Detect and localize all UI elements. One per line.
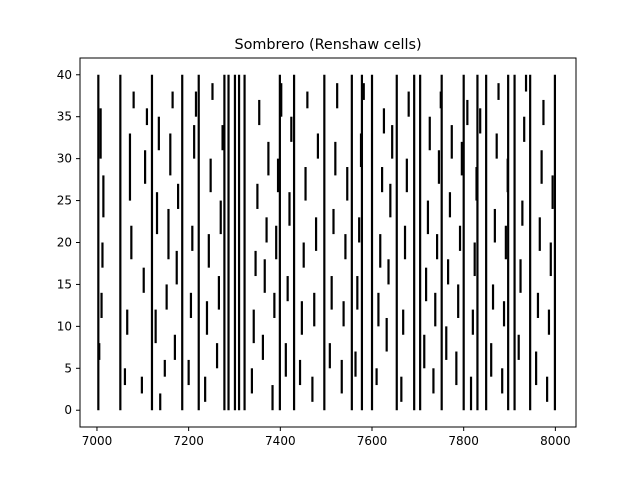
spike-marks [97, 74, 557, 411]
y-tick-label: 10 [57, 319, 72, 333]
x-tick-label: 7600 [357, 434, 388, 448]
x-tick-label: 7000 [82, 434, 113, 448]
y-tick-label: 0 [64, 403, 72, 417]
chart-title: Sombrero (Renshaw cells) [234, 37, 421, 53]
x-axis: 7000 7200 7400 7600 7800 8000 [82, 427, 571, 448]
y-tick-label: 5 [64, 361, 72, 375]
y-tick-label: 25 [57, 194, 72, 208]
y-tick-label: 30 [57, 152, 72, 166]
x-tick-label: 8000 [540, 434, 571, 448]
x-tick-label: 7400 [265, 434, 296, 448]
y-tick-label: 40 [57, 68, 72, 82]
x-tick-label: 7200 [173, 434, 204, 448]
y-tick-label: 20 [57, 236, 72, 250]
x-tick-label: 7800 [448, 434, 479, 448]
y-tick-label: 35 [57, 110, 72, 124]
y-tick-label: 15 [57, 277, 72, 291]
y-axis: 0 5 10 15 20 25 30 35 40 [57, 68, 80, 417]
